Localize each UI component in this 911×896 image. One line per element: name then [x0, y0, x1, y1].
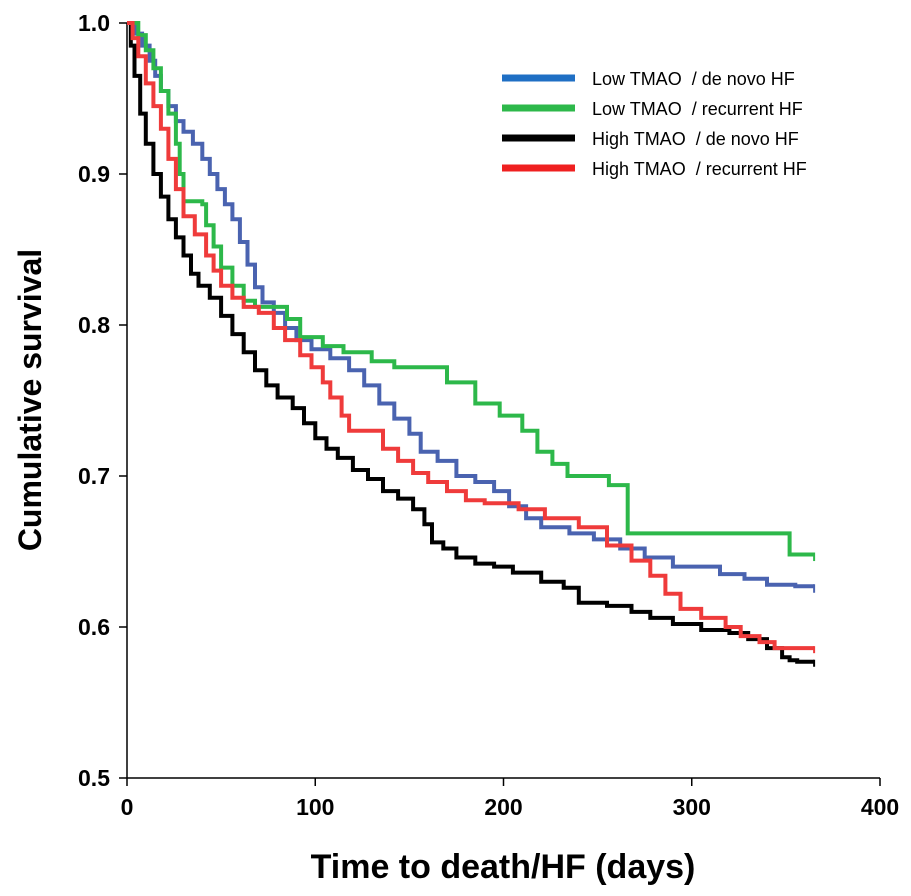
legend-label: High TMAO / de novo HF: [592, 129, 799, 149]
x-tick-label: 200: [484, 794, 522, 820]
legend-label: High TMAO / recurrent HF: [592, 159, 807, 179]
y-tick-label: 0.9: [78, 161, 110, 187]
legend-label: Low TMAO / de novo HF: [592, 69, 795, 89]
y-tick-label: 0.5: [78, 765, 110, 791]
x-tick-label: 0: [121, 794, 134, 820]
x-tick-label: 400: [861, 794, 899, 820]
series-line-high-tmao-recurrent-hf: [127, 21, 815, 651]
y-tick-label: 0.8: [78, 312, 110, 338]
series-line-low-tmao-de-novo-hf: [127, 21, 815, 589]
legend: Low TMAO / de novo HF Low TMAO / recurren…: [502, 69, 807, 179]
y-tick-label: 0.7: [78, 463, 110, 489]
series-line-low-tmao-recurrent-hf: [127, 21, 815, 557]
y-tick-label: 0.6: [78, 614, 110, 640]
y-tick-label: 1.0: [78, 10, 110, 36]
axes: 0 100 200 300 400 0.5 0.6 0.7 0.8 0.9 1.0: [78, 10, 899, 820]
x-tick-label: 100: [296, 794, 334, 820]
legend-label: Low TMAO / recurrent HF: [592, 99, 803, 119]
x-axis-ticks: 0 100 200 300 400: [121, 778, 899, 820]
x-axis-title: Time to death/HF (days): [311, 848, 696, 886]
series-lines: [127, 21, 816, 667]
y-axis-title: Cumulative survival: [12, 249, 48, 551]
x-tick-label: 300: [673, 794, 711, 820]
y-axis-ticks: 0.5 0.6 0.7 0.8 0.9 1.0: [78, 10, 127, 791]
series-line-high-tmao-de-novo-hf: [127, 21, 815, 664]
